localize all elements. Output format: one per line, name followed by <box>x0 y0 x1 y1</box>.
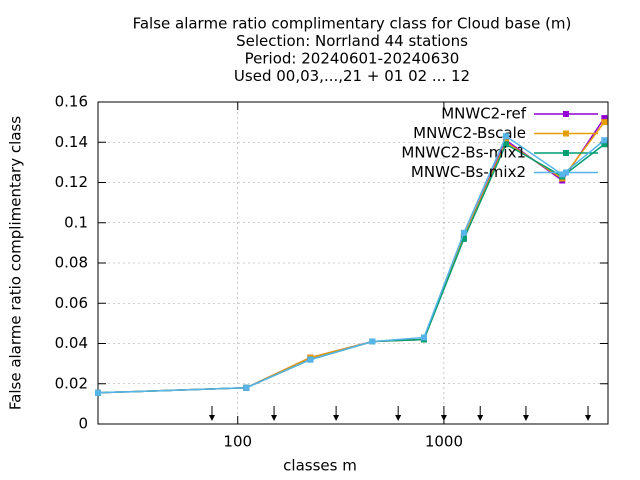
series-line <box>97 143 605 394</box>
arrow-head <box>333 415 340 421</box>
series-line <box>97 121 605 394</box>
point <box>502 133 509 140</box>
arrow-head <box>477 415 484 421</box>
arrow <box>395 406 402 421</box>
y-tick-label: 0.12 <box>55 173 88 191</box>
arrow <box>271 406 278 421</box>
chart-title: Selection: Norrland 44 stations <box>236 32 468 50</box>
arrow-head <box>208 415 215 421</box>
legend-label: MNWC2-ref <box>441 105 526 123</box>
arrow-head <box>271 415 278 421</box>
point <box>601 115 608 122</box>
arrow <box>440 406 447 421</box>
arrow-head <box>585 415 592 421</box>
arrow <box>585 406 592 421</box>
y-axis-label: False alarme ratio complimentary class <box>7 116 25 410</box>
point <box>559 171 566 178</box>
y-tick-label: 0.02 <box>55 374 88 392</box>
legend-label: MNWC2-Bs-mix1 <box>401 144 526 162</box>
arrow-head <box>522 415 529 421</box>
y-tick-label: 0.16 <box>55 93 88 111</box>
arrow-head <box>395 415 402 421</box>
point <box>601 119 608 126</box>
x-tick-label: 1000 <box>425 433 463 451</box>
legend-marker <box>563 150 569 156</box>
legend-label: MNWC-Bs-mix2 <box>411 163 526 181</box>
point <box>243 384 250 391</box>
series-line <box>97 117 605 394</box>
y-tick-label: 0 <box>78 415 88 433</box>
series-line <box>97 135 605 394</box>
legend-marker <box>563 130 569 137</box>
legend-marker <box>563 169 569 176</box>
point <box>460 229 467 236</box>
arrow <box>477 406 484 421</box>
x-tick-label: 100 <box>223 433 252 451</box>
chart-title: Used 00,03,...,21 + 01 02 ... 12 <box>234 67 470 85</box>
point <box>502 141 509 148</box>
legend-marker <box>563 111 569 117</box>
y-tick-label: 0.1 <box>64 213 88 231</box>
point <box>95 389 101 396</box>
point <box>369 338 376 345</box>
x-axis-label: classes m <box>283 457 357 475</box>
point <box>601 137 608 144</box>
chart-title: Period: 20240601-20240630 <box>245 50 460 68</box>
point <box>601 141 608 148</box>
arrow <box>522 406 529 421</box>
arrow-head <box>440 415 447 421</box>
y-tick-label: 0.08 <box>55 254 88 272</box>
point <box>420 334 427 341</box>
y-tick-label: 0.14 <box>55 133 88 151</box>
point <box>307 356 314 363</box>
y-tick-label: 0.04 <box>55 334 88 352</box>
point <box>460 235 467 242</box>
legend-label: MNWC2-Bscale <box>413 124 526 142</box>
arrow <box>208 406 215 421</box>
chart-title: False alarme ratio complimentary class f… <box>133 15 572 33</box>
y-tick-label: 0.06 <box>55 294 88 312</box>
arrow <box>333 406 340 421</box>
